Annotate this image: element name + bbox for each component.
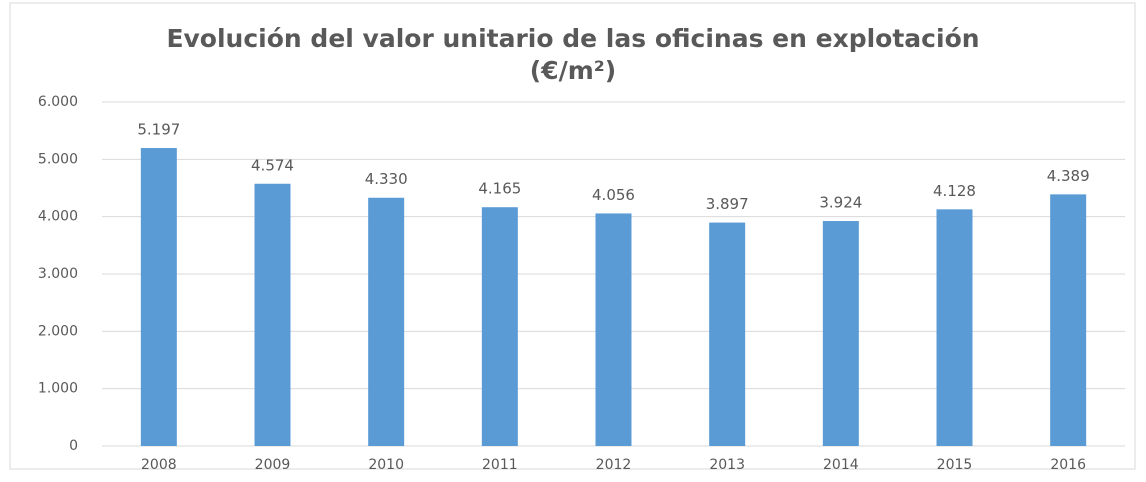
x-tick-label: 2016 [1050, 457, 1086, 473]
bar [595, 213, 632, 446]
x-tick-label: 2009 [255, 457, 291, 473]
bar [709, 222, 746, 446]
data-label: 4.330 [365, 170, 408, 188]
bar [481, 207, 518, 446]
data-label: 4.574 [251, 156, 294, 174]
data-label: 3.924 [819, 194, 862, 212]
x-tick-label: 2015 [937, 457, 973, 473]
x-tick-label: 2010 [368, 457, 404, 473]
data-label: 4.056 [592, 186, 635, 204]
data-label: 3.897 [706, 195, 749, 213]
bar [936, 209, 973, 446]
chart-title: Evolución del valor unitario de las ofic… [166, 24, 979, 53]
x-tick-label: 2014 [823, 457, 859, 473]
bar [1050, 194, 1087, 446]
data-label: 5.197 [137, 121, 180, 139]
y-tick-label: 3.000 [38, 266, 78, 282]
data-label: 4.389 [1047, 167, 1090, 185]
bar [368, 197, 405, 446]
y-tick-label: 2.000 [38, 323, 78, 339]
y-tick-label: 5.000 [38, 151, 78, 167]
bar [140, 148, 177, 446]
y-tick-label: 6.000 [38, 94, 78, 110]
bar [822, 221, 859, 446]
y-tick-label: 4.000 [38, 209, 78, 225]
bar [254, 183, 291, 447]
x-tick-label: 2008 [141, 457, 177, 473]
data-label: 4.165 [478, 180, 521, 198]
x-tick-label: 2011 [482, 457, 518, 473]
x-tick-label: 2012 [596, 457, 632, 473]
chart-title: (€/m²) [530, 56, 616, 85]
y-tick-label: 1.000 [38, 381, 78, 397]
y-tick-label: 0 [69, 438, 78, 454]
data-label: 4.128 [933, 182, 976, 200]
x-tick-label: 2013 [709, 457, 745, 473]
